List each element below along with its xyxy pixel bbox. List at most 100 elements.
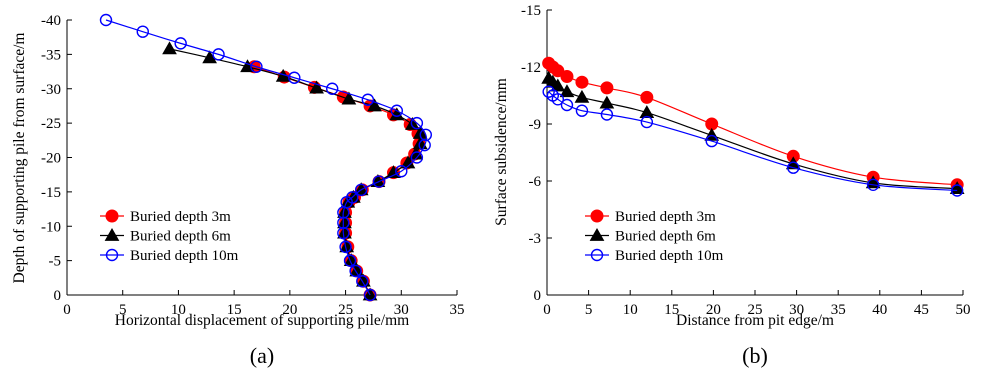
x-tick-label: 45 bbox=[914, 302, 929, 318]
data-point bbox=[559, 84, 575, 98]
data-point bbox=[349, 264, 362, 278]
legend-label: Buried depth 6m bbox=[130, 229, 231, 245]
legend-marker bbox=[590, 209, 604, 223]
data-point bbox=[405, 116, 420, 130]
data-point bbox=[202, 50, 217, 64]
data-point bbox=[787, 161, 800, 174]
data-point bbox=[372, 175, 386, 188]
legend-marker bbox=[590, 248, 604, 262]
series-buried-depth-3m bbox=[247, 60, 426, 302]
y-axis-label: Depth of supporting pile from surface/m bbox=[11, 33, 28, 284]
series-line bbox=[548, 62, 958, 186]
data-point bbox=[705, 134, 718, 148]
series-line bbox=[254, 66, 420, 296]
x-tick-label: 0 bbox=[543, 302, 551, 318]
series-line bbox=[105, 19, 428, 296]
x-tick-label: 20 bbox=[282, 302, 297, 318]
data-point bbox=[326, 82, 339, 95]
legend-entry: Buried depth 6m bbox=[100, 227, 231, 245]
data-point bbox=[550, 78, 566, 92]
data-point bbox=[309, 80, 324, 94]
y-tick-label: 0 bbox=[54, 288, 62, 304]
legend-label: Buried depth 3m bbox=[615, 209, 716, 225]
data-point bbox=[212, 48, 225, 61]
x-tick-label: 10 bbox=[171, 302, 186, 318]
data-point bbox=[395, 165, 408, 178]
data-point bbox=[639, 105, 655, 118]
chart-panel-b: 0 5 10 15 20 25 30 35 40 45 50 0 -3 -6 -9 -12 -15 Distanc… bbox=[493, 3, 971, 368]
data-point bbox=[174, 37, 187, 50]
y-tick-label: -10 bbox=[41, 219, 61, 235]
data-point bbox=[866, 178, 880, 192]
y-tick-label: -25 bbox=[41, 116, 61, 132]
data-point bbox=[600, 108, 614, 121]
panel-label: (a) bbox=[250, 343, 274, 368]
legend-label: Buried depth 10m bbox=[615, 248, 724, 264]
data-point bbox=[950, 184, 964, 197]
series-buried-depth-10m bbox=[542, 85, 964, 197]
data-point bbox=[361, 93, 375, 106]
y-tick-label: -15 bbox=[521, 3, 541, 19]
y-tick-label: -12 bbox=[521, 60, 541, 76]
data-point bbox=[343, 254, 357, 267]
x-tick-label: 15 bbox=[664, 302, 679, 318]
data-point bbox=[574, 89, 590, 103]
x-tick-label: 0 bbox=[63, 302, 71, 318]
legend-marker bbox=[105, 248, 119, 262]
data-point bbox=[339, 240, 352, 254]
y-axis-label: Surface subsidence/mm bbox=[493, 78, 510, 226]
data-point bbox=[400, 155, 416, 169]
x-tick-label: 10 bbox=[623, 302, 638, 318]
data-point bbox=[346, 191, 359, 204]
data-point bbox=[389, 107, 405, 121]
x-tick-label: 25 bbox=[338, 302, 353, 318]
data-point bbox=[356, 275, 369, 288]
data-point bbox=[390, 104, 404, 117]
data-point bbox=[341, 91, 357, 105]
y-tick-label: -15 bbox=[41, 185, 61, 201]
x-tick-label: 30 bbox=[789, 302, 804, 318]
data-point bbox=[410, 116, 424, 130]
x-axis-label: Distance from pit edge/m bbox=[676, 312, 834, 329]
y-tick-label: -5 bbox=[49, 254, 62, 270]
legend-marker bbox=[589, 227, 605, 241]
data-point bbox=[551, 93, 565, 106]
data-point bbox=[575, 104, 589, 117]
panel-label: (b) bbox=[742, 343, 768, 368]
legend-label: Buried depth 10m bbox=[130, 248, 239, 264]
y-tick-label: -3 bbox=[529, 231, 542, 247]
data-point bbox=[600, 81, 614, 95]
series-buried-depth-3m bbox=[542, 56, 964, 192]
legend-entry: Buried depth 3m bbox=[585, 209, 716, 225]
data-point bbox=[99, 13, 113, 27]
data-point bbox=[575, 75, 589, 89]
legend-label: Buried depth 3m bbox=[130, 209, 231, 225]
y-tick-label: -40 bbox=[41, 13, 61, 29]
x-tick-label: 40 bbox=[872, 302, 887, 318]
data-point bbox=[419, 128, 432, 142]
legend-marker bbox=[105, 209, 119, 223]
data-point bbox=[162, 41, 177, 55]
series-line bbox=[548, 77, 958, 190]
x-tick-label: 15 bbox=[227, 302, 242, 318]
x-tick-label: 35 bbox=[831, 302, 846, 318]
y-tick-label: -9 bbox=[529, 117, 542, 133]
legend-entry: Buried depth 6m bbox=[585, 227, 716, 245]
x-tick-label: 35 bbox=[450, 302, 465, 318]
x-tick-label: 5 bbox=[119, 302, 127, 318]
x-tick-label: 20 bbox=[706, 302, 721, 318]
y-tick-label: -20 bbox=[41, 151, 61, 167]
data-point bbox=[250, 60, 263, 73]
y-tick-label: -6 bbox=[529, 174, 542, 190]
y-tick-label: -30 bbox=[41, 82, 61, 98]
chart-panel-a: 0 5 10 15 20 25 30 35 0 -5 -10 -15 -20 -25 -30 -35 -40 Ho… bbox=[11, 13, 465, 368]
data-point bbox=[363, 288, 377, 302]
legend-entry: Buried depth 10m bbox=[100, 248, 239, 264]
data-point bbox=[410, 151, 424, 164]
x-tick-label: 25 bbox=[748, 302, 763, 318]
data-point bbox=[542, 85, 555, 98]
data-point bbox=[367, 98, 382, 112]
legend-entry: Buried depth 3m bbox=[100, 209, 231, 225]
data-point bbox=[640, 90, 654, 104]
